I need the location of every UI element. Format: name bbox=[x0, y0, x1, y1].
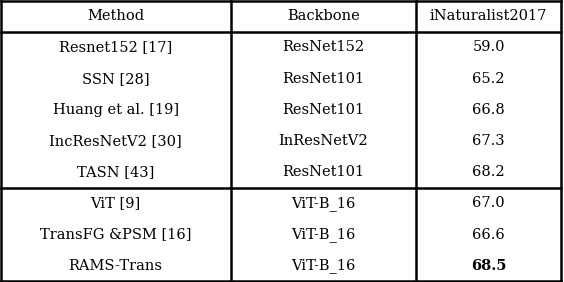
Text: ViT-B_16: ViT-B_16 bbox=[291, 196, 355, 211]
Text: ResNet101: ResNet101 bbox=[282, 103, 364, 117]
Text: 68.5: 68.5 bbox=[471, 259, 506, 273]
Text: ResNet101: ResNet101 bbox=[282, 165, 364, 179]
Text: Backbone: Backbone bbox=[287, 9, 359, 23]
Text: RAMS-Trans: RAMS-Trans bbox=[69, 259, 162, 273]
Text: ResNet152: ResNet152 bbox=[282, 40, 364, 54]
Text: 68.2: 68.2 bbox=[472, 165, 505, 179]
Text: InResNetV2: InResNetV2 bbox=[278, 134, 368, 148]
Text: ViT-B_16: ViT-B_16 bbox=[291, 227, 355, 242]
Text: ViT-B_16: ViT-B_16 bbox=[291, 258, 355, 273]
Text: Method: Method bbox=[87, 9, 144, 23]
Text: 66.6: 66.6 bbox=[472, 228, 505, 242]
Text: ViT [9]: ViT [9] bbox=[91, 196, 141, 210]
Text: Huang et al. [19]: Huang et al. [19] bbox=[52, 103, 179, 117]
Text: iNaturalist2017: iNaturalist2017 bbox=[430, 9, 547, 23]
Text: TransFG &PSM [16]: TransFG &PSM [16] bbox=[40, 228, 191, 242]
Text: SSN [28]: SSN [28] bbox=[82, 72, 149, 86]
Text: 67.3: 67.3 bbox=[472, 134, 505, 148]
Text: ResNet101: ResNet101 bbox=[282, 72, 364, 86]
Text: 66.8: 66.8 bbox=[472, 103, 505, 117]
Text: IncResNetV2 [30]: IncResNetV2 [30] bbox=[49, 134, 182, 148]
Text: 59.0: 59.0 bbox=[472, 40, 505, 54]
Text: Resnet152 [17]: Resnet152 [17] bbox=[59, 40, 172, 54]
Text: 65.2: 65.2 bbox=[472, 72, 505, 86]
Text: 67.0: 67.0 bbox=[472, 196, 505, 210]
Text: TASN [43]: TASN [43] bbox=[77, 165, 155, 179]
